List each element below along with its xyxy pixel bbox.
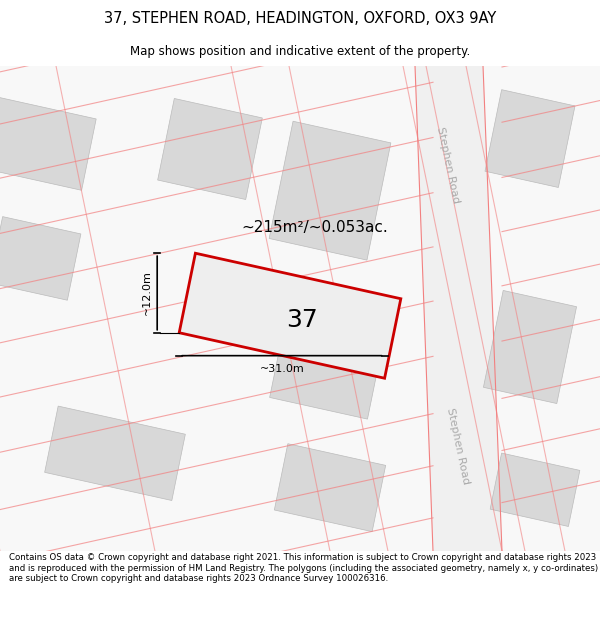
Polygon shape [485,89,575,188]
Text: 37: 37 [286,308,318,332]
Polygon shape [0,98,96,190]
Polygon shape [0,217,81,300]
Polygon shape [44,406,185,501]
Polygon shape [269,121,391,260]
Text: ~12.0m: ~12.0m [142,271,152,316]
Polygon shape [415,66,502,551]
Text: Stephen Road: Stephen Road [435,126,461,204]
Text: ~215m²/~0.053ac.: ~215m²/~0.053ac. [242,219,388,234]
Text: Stephen Road: Stephen Road [445,407,471,485]
Text: Contains OS data © Crown copyright and database right 2021. This information is : Contains OS data © Crown copyright and d… [9,553,598,583]
Polygon shape [158,99,262,199]
Polygon shape [490,453,580,526]
Text: Map shows position and indicative extent of the property.: Map shows position and indicative extent… [130,45,470,58]
Polygon shape [269,285,391,419]
Text: 37, STEPHEN ROAD, HEADINGTON, OXFORD, OX3 9AY: 37, STEPHEN ROAD, HEADINGTON, OXFORD, OX… [104,11,496,26]
Text: ~31.0m: ~31.0m [260,364,304,374]
Polygon shape [274,444,386,532]
Polygon shape [179,253,401,378]
Polygon shape [484,291,577,404]
